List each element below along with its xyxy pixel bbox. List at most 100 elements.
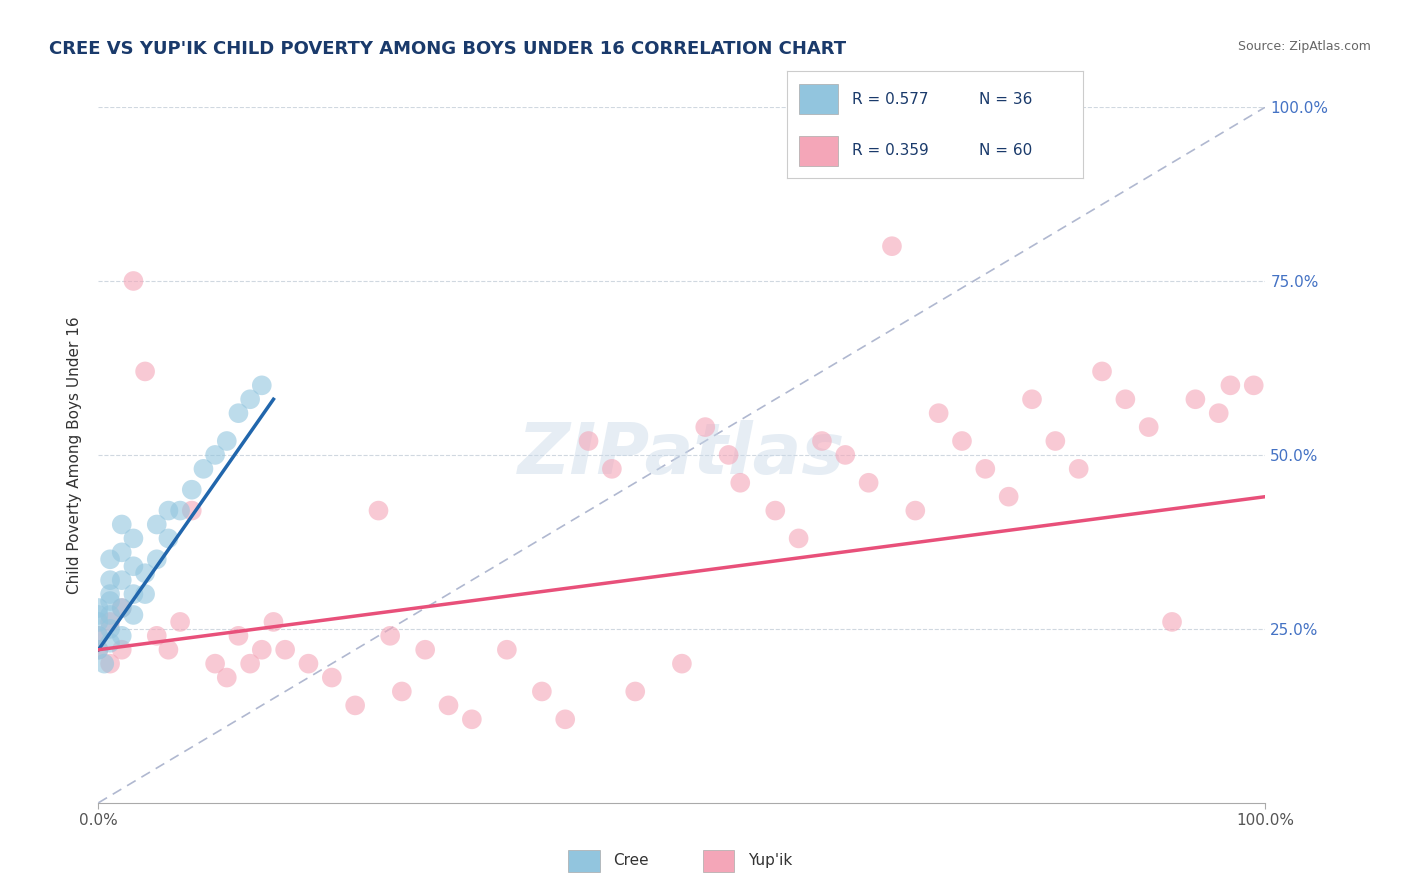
Point <box>98 622 121 636</box>
Point <box>437 698 460 713</box>
Point <box>321 671 343 685</box>
Point <box>1161 615 1184 629</box>
Point <box>111 517 134 532</box>
Point <box>1208 406 1230 420</box>
Point <box>239 657 262 671</box>
Point <box>717 448 740 462</box>
Point <box>274 642 297 657</box>
Point <box>367 503 389 517</box>
Point <box>157 532 180 546</box>
Point <box>787 532 810 546</box>
Point <box>87 629 110 643</box>
FancyBboxPatch shape <box>799 136 838 166</box>
Point <box>530 684 553 698</box>
Point <box>98 594 121 608</box>
Point <box>111 573 134 587</box>
Point <box>730 475 752 490</box>
FancyBboxPatch shape <box>703 849 734 872</box>
Point <box>87 615 110 629</box>
Point <box>578 434 600 448</box>
Point <box>997 490 1019 504</box>
Point <box>834 448 856 462</box>
Point <box>204 657 226 671</box>
Point <box>1067 462 1090 476</box>
Point <box>250 642 273 657</box>
Point <box>111 601 134 615</box>
Point <box>380 629 402 643</box>
Point <box>974 462 997 476</box>
Point <box>239 392 262 407</box>
Point <box>98 657 121 671</box>
Point <box>950 434 973 448</box>
Text: Cree: Cree <box>613 854 648 868</box>
Point <box>904 503 927 517</box>
Point <box>169 615 191 629</box>
Text: ZIPatlas: ZIPatlas <box>519 420 845 490</box>
Point <box>215 434 238 448</box>
FancyBboxPatch shape <box>568 849 599 872</box>
Point <box>1045 434 1067 448</box>
Point <box>858 475 880 490</box>
Point <box>180 503 202 517</box>
Point <box>98 573 121 587</box>
Point <box>122 559 145 574</box>
Text: CREE VS YUP'IK CHILD POVERTY AMONG BOYS UNDER 16 CORRELATION CHART: CREE VS YUP'IK CHILD POVERTY AMONG BOYS … <box>49 40 846 58</box>
Point <box>880 239 903 253</box>
Point <box>228 406 250 420</box>
Point <box>146 629 169 643</box>
Point <box>1184 392 1206 407</box>
Point <box>87 629 110 643</box>
Point <box>1219 378 1241 392</box>
Point <box>122 274 145 288</box>
Point <box>695 420 717 434</box>
Point <box>146 517 169 532</box>
Point <box>111 642 134 657</box>
Point <box>1091 364 1114 378</box>
Point <box>98 607 121 622</box>
Point <box>180 483 202 497</box>
Point <box>111 545 134 559</box>
Point <box>134 566 156 581</box>
Point <box>98 636 121 650</box>
Point <box>87 607 110 622</box>
Point <box>344 698 367 713</box>
Point <box>496 642 519 657</box>
Point <box>1137 420 1160 434</box>
Point <box>1021 392 1043 407</box>
Point <box>93 657 115 671</box>
Point <box>98 615 121 629</box>
Point <box>157 503 180 517</box>
Point <box>413 642 436 657</box>
Point <box>134 364 156 378</box>
Point <box>98 552 121 566</box>
Point <box>122 607 145 622</box>
Point <box>391 684 413 698</box>
Point <box>600 462 623 476</box>
Point <box>928 406 950 420</box>
Point <box>122 587 145 601</box>
Text: N = 60: N = 60 <box>980 143 1032 158</box>
Text: N = 36: N = 36 <box>980 92 1032 107</box>
Point <box>157 642 180 657</box>
Point <box>554 712 576 726</box>
Text: Source: ZipAtlas.com: Source: ZipAtlas.com <box>1237 40 1371 54</box>
Point <box>215 671 238 685</box>
Point <box>87 601 110 615</box>
Point <box>111 629 134 643</box>
Point <box>461 712 484 726</box>
Point <box>624 684 647 698</box>
Point <box>262 615 284 629</box>
Point <box>228 629 250 643</box>
Y-axis label: Child Poverty Among Boys Under 16: Child Poverty Among Boys Under 16 <box>67 316 83 594</box>
Point <box>169 503 191 517</box>
Point <box>87 642 110 657</box>
Point <box>1114 392 1136 407</box>
Point <box>297 657 319 671</box>
Point <box>111 601 134 615</box>
Point <box>98 587 121 601</box>
Point <box>671 657 693 671</box>
Text: Yup'ik: Yup'ik <box>748 854 792 868</box>
Point <box>193 462 215 476</box>
Point <box>763 503 786 517</box>
Point <box>1243 378 1265 392</box>
